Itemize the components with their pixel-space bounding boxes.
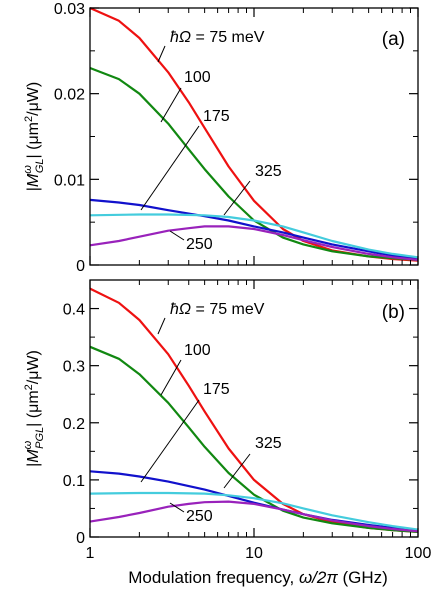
curve-label: ħΩ = 75 meV: [170, 29, 265, 46]
curve-label: 325: [255, 163, 282, 180]
y-tick-label: 0.03: [54, 1, 85, 18]
y-tick-label: 0: [76, 258, 85, 275]
curve-label: 175: [203, 108, 230, 125]
curve-label-leader: [140, 125, 200, 211]
curve-label-leader: [157, 45, 166, 63]
y-tick-label: 0.02: [54, 87, 85, 104]
curve-label-leader: [169, 230, 185, 241]
y-tick-label: 0.4: [63, 302, 85, 319]
y-axis-label: |MωPGL| (μm2/μW): [22, 350, 46, 467]
x-tick-label: 10: [245, 545, 263, 562]
y-axis-label: |MωGL| (μm2/μW): [22, 82, 46, 191]
curve-label-leader: [140, 399, 200, 483]
y-tick-label: 0.01: [54, 172, 85, 189]
x-axis-label: Modulation frequency, ω/2π (GHz): [128, 568, 388, 587]
series-line-100: [89, 345, 419, 533]
series-line-100: [89, 66, 419, 261]
curve-label: 175: [203, 381, 230, 398]
y-tick-label: 0.1: [63, 473, 85, 490]
curve-label-leader: [160, 87, 182, 123]
curve-label-leader: [223, 180, 251, 216]
curve-label: ħΩ = 75 meV: [170, 301, 265, 318]
panel-a: 0 0.01 0.02 0.03 (a) |MωGL| (μm2/μW) ħΩ = 75 m…: [22, 1, 419, 275]
series-line-175: [89, 198, 419, 260]
curve-label: 100: [184, 342, 211, 359]
y-tick-label: 0.3: [63, 359, 85, 376]
curve-label-leader: [160, 359, 182, 396]
series-line-250: [89, 500, 419, 533]
series-line-325: [89, 491, 419, 531]
curve-label-leader: [223, 453, 251, 489]
curve-label: 250: [186, 508, 213, 525]
x-tick-label: 100: [405, 545, 432, 562]
curve-label: 325: [255, 435, 282, 452]
panel-b: 0 0.1 0.2 0.3 0.4 1 10 100 (b) |MωPGL| (μm2/μW) ħΩ…: [22, 279, 432, 562]
curve-label-leader: [169, 502, 185, 513]
y-tick-label: 0: [76, 530, 85, 547]
panel-label: (b): [382, 302, 405, 323]
y-tick-label: 0.2: [63, 416, 85, 433]
panel-label: (a): [382, 29, 405, 50]
curve-label: 250: [186, 236, 213, 253]
curve-label: 100: [184, 69, 211, 86]
curve-label-leader: [157, 317, 166, 335]
series-line-325: [89, 213, 419, 259]
x-tick-label: 1: [86, 545, 95, 562]
series-line-250: [89, 225, 419, 261]
